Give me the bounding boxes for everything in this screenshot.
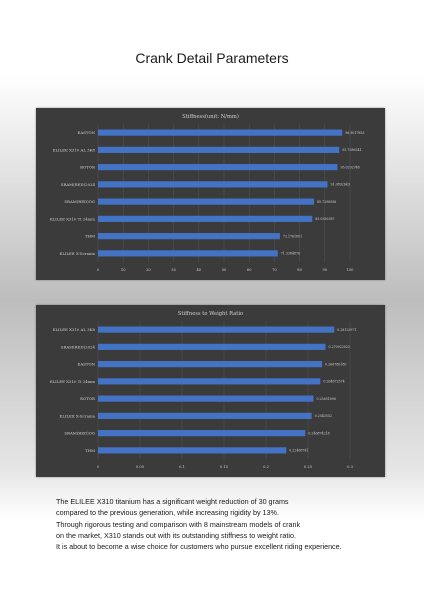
x-tick-label: 0.1	[179, 465, 185, 469]
bar	[98, 181, 328, 188]
category-label: ELILEE X310 AL 3K8	[53, 147, 96, 152]
page-title: Crank Detail Parameters	[135, 50, 289, 66]
data-label: 0.28123971	[337, 328, 356, 332]
bar	[98, 412, 312, 419]
x-tick-label: 100	[347, 268, 355, 272]
stiffness-chart: Stiffness(unit: N/mm) 0 10 20 30 40 50 60 70 80 90…	[50, 113, 365, 272]
x-tick-label: 0.3	[347, 465, 353, 469]
stiffness-chart-panel: Stiffness(unit: N/mm) 0 10 20 30 40 50 60 70 80 90…	[36, 108, 385, 280]
data-label: 0.270922023	[329, 345, 350, 349]
bar	[98, 343, 326, 350]
data-label: 72.1761801	[283, 234, 302, 238]
x-tick-label: 90	[323, 268, 328, 272]
x-tick-label: 10	[121, 268, 126, 272]
data-label: 0.246874218	[308, 431, 329, 435]
bar	[98, 395, 314, 402]
data-label: 85.0350387	[315, 217, 334, 221]
description-line: on the market, X310 stands out with its …	[56, 530, 296, 540]
data-label: 96.9017853	[345, 131, 364, 135]
category-label: EASTON	[77, 130, 95, 135]
bar	[98, 198, 315, 205]
category-label: ROTOR	[80, 165, 96, 170]
data-label: 0.25651898	[316, 397, 335, 401]
x-tick-label: 30	[171, 268, 176, 272]
chart-title: Stiffness to Weight Ratio	[178, 311, 243, 317]
category-label: ELILEE X310 Ti 24mm	[50, 216, 96, 221]
data-label: 95.7286341	[342, 148, 361, 152]
bar	[98, 378, 321, 385]
category-label: ELILEE X310 AL 3K8	[53, 327, 96, 332]
bar	[98, 146, 340, 153]
x-tick-label: 70	[272, 268, 277, 272]
chart-title: Stiffness(unit: N/mm)	[182, 113, 239, 120]
category-label: SRAM(RED)OG	[64, 431, 95, 436]
x-tick-label: 50	[222, 268, 227, 272]
x-tick-label: 40	[197, 268, 202, 272]
description-text: The ELILEE X310 titanium has a significa…	[56, 496, 396, 552]
category-label: EASTON	[77, 362, 95, 367]
data-label: 91.0892643	[331, 183, 350, 187]
description-line: Through rigorous testing and comparison …	[56, 519, 301, 529]
x-tick-label: 80	[297, 268, 302, 272]
x-tick-label: 0.05	[136, 465, 145, 469]
category-label: ROTOR	[80, 396, 96, 401]
category-label: THM	[85, 234, 95, 239]
bar	[98, 250, 278, 257]
data-label: 0.22408741	[289, 449, 308, 453]
data-label: 95.0202748	[340, 165, 359, 169]
bar	[98, 361, 323, 368]
category-label: SRAM(RED)2024	[61, 182, 96, 187]
category-label: SRAM(RED)OG	[64, 199, 95, 204]
data-label: 0.266786180	[325, 362, 346, 366]
category-label: THM	[85, 448, 95, 453]
x-tick-label: 0.25	[304, 465, 313, 469]
stiffness-weight-ratio-chart-panel: Stiffness to Weight Ratio 0 0.05 0.1 0.15 0.2…	[36, 305, 385, 477]
data-label: 85.7298956	[317, 200, 336, 204]
bar	[98, 129, 343, 136]
x-tick-label: 0.15	[220, 465, 229, 469]
x-tick-label: 0	[97, 268, 100, 272]
x-tick-label: 0	[97, 465, 100, 469]
category-label: ELILEE X-Scrania	[60, 413, 96, 418]
bar	[98, 215, 313, 222]
description-line: The ELILEE X310 titanium has a significa…	[56, 497, 289, 506]
bar	[98, 164, 338, 171]
data-label: 0.264672574	[323, 380, 344, 384]
category-label: SRAM(RED)2024	[61, 344, 96, 349]
bar	[98, 447, 287, 454]
description-line: It is about to become a wise choice for …	[56, 542, 342, 552]
data-label: 71.3384876	[281, 252, 300, 256]
stiffness-weight-ratio-chart: Stiffness to Weight Ratio 0 0.05 0.1 0.15 0.2…	[50, 311, 357, 469]
bar	[98, 430, 306, 437]
bar	[98, 233, 280, 240]
x-tick-label: 20	[146, 268, 151, 272]
data-label: 0.2543552	[315, 414, 332, 418]
category-label: ELILEE X-Scrania	[60, 251, 96, 256]
bar	[98, 326, 335, 333]
category-label: ELILEE X310 Ti 24mm	[50, 379, 96, 384]
x-tick-label: 0.2	[263, 465, 269, 469]
description-line: compared to the previous generation, whi…	[56, 508, 279, 518]
x-tick-label: 60	[247, 268, 252, 272]
